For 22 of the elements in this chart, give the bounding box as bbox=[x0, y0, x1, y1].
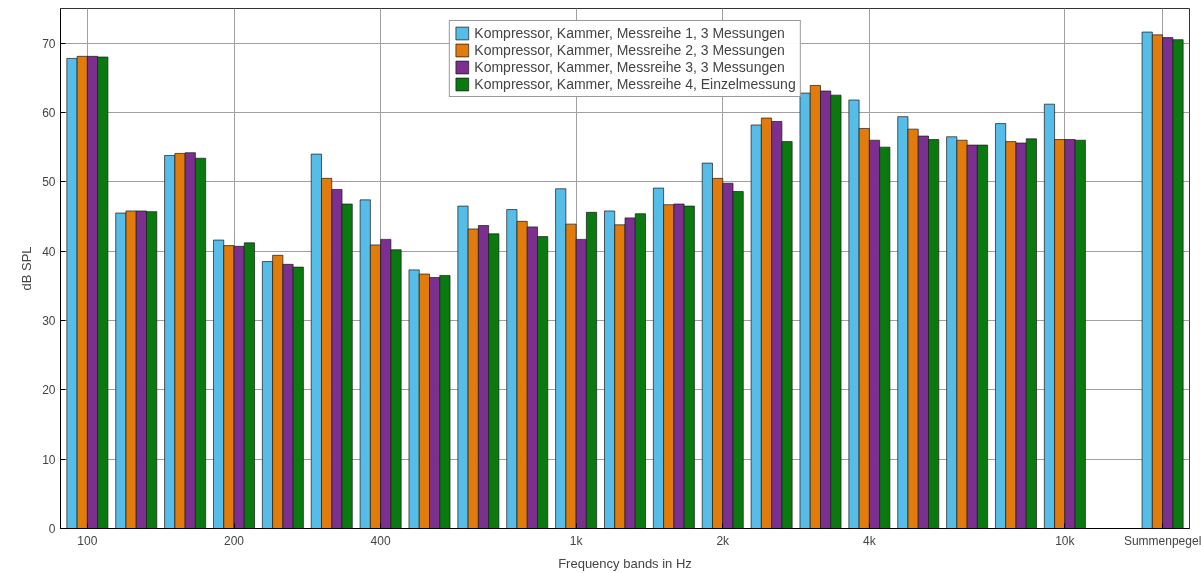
x-tick-label: 100 bbox=[77, 533, 98, 548]
y-tick-label: 10 bbox=[42, 452, 56, 467]
x-tick-label: Summenpegel bbox=[1123, 533, 1201, 548]
y-tick-label: 70 bbox=[42, 36, 56, 51]
y-tick-label: 0 bbox=[48, 522, 56, 536]
x-tick-label: 10k bbox=[1055, 533, 1076, 548]
y-tick-label: 20 bbox=[42, 383, 56, 398]
y-tick-label: 50 bbox=[42, 175, 56, 190]
y-axis-title: dB SPL bbox=[19, 246, 35, 291]
legend-label: Kompressor, Kammer, Messreihe 1, 3 Messungen bbox=[474, 25, 785, 41]
x-tick-label: 2k bbox=[716, 533, 731, 548]
x-tick-label: 200 bbox=[223, 533, 245, 548]
legend-label: Kompressor, Kammer, Messreihe 3, 3 Messungen bbox=[474, 59, 785, 75]
x-tick-label: 4k bbox=[863, 533, 877, 548]
x-axis-title: Frequency bands in Hz bbox=[558, 555, 692, 571]
y-tick-label: 60 bbox=[42, 106, 56, 120]
y-tick-label: 40 bbox=[42, 244, 56, 259]
y-tick-label: 30 bbox=[42, 314, 56, 328]
x-tick-label: 400 bbox=[370, 533, 391, 548]
legend-label: Kompressor, Kammer, Messreihe 2, 3 Messungen bbox=[474, 42, 785, 58]
x-tick-label: 1k bbox=[569, 533, 584, 548]
legend-label: Kompressor, Kammer, Messreihe 4, Einzelmessung bbox=[474, 76, 796, 92]
